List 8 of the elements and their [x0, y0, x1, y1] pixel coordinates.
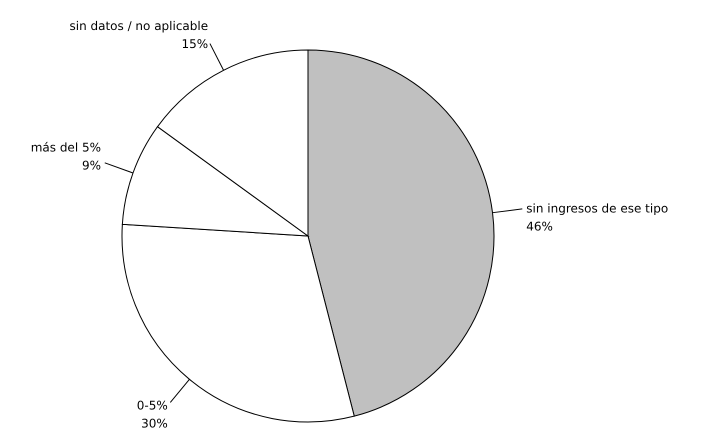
slice-label: sin ingresos de ese tipo: [526, 201, 668, 216]
data-label: 46%: [526, 219, 553, 234]
data-label: 30%: [141, 416, 168, 431]
slice-label: más del 5%: [30, 140, 102, 154]
data-label: 9%: [82, 158, 102, 172]
slice-label: sin datos / no aplicable: [69, 18, 208, 33]
slice-label: 0-5%: [136, 398, 168, 413]
data-label: 15%: [181, 36, 208, 51]
